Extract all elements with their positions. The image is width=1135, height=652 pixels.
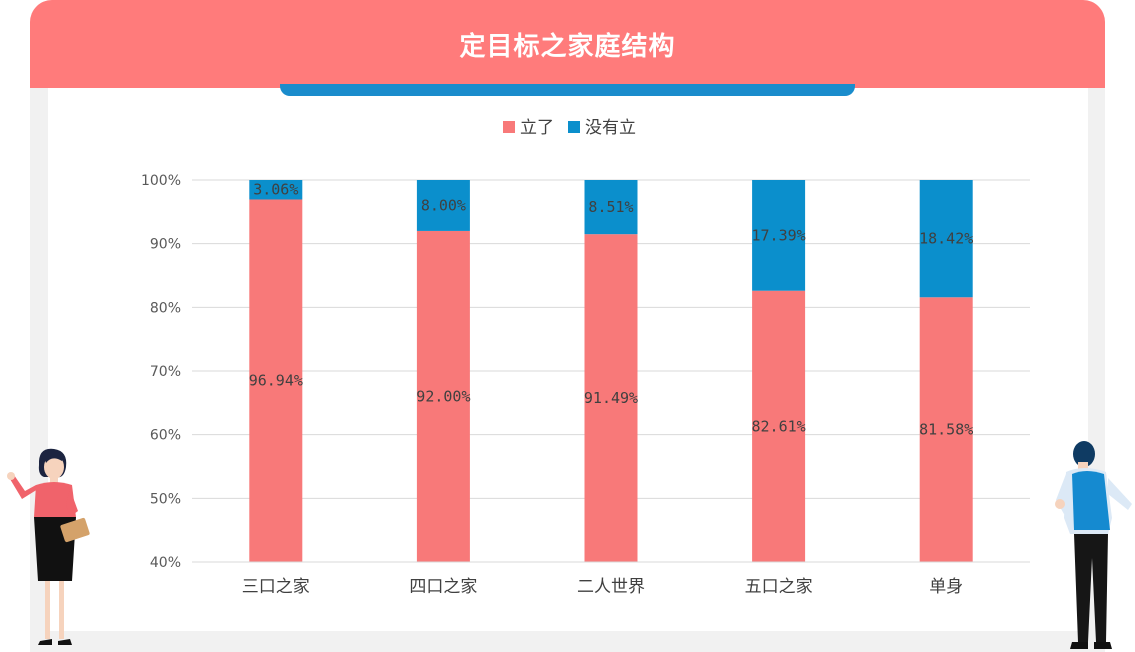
legend-swatch: [568, 121, 580, 133]
woman-illustration: [7, 448, 90, 645]
header-accent-bar: [280, 84, 855, 96]
hair-shape: [1073, 441, 1095, 467]
page-title: 定目标之家庭结构: [459, 32, 676, 62]
data-label: 81.58%: [919, 421, 973, 439]
data-label: 8.51%: [588, 198, 633, 216]
bar-not-set: [584, 180, 638, 235]
bar-set: [919, 297, 973, 562]
bar-set: [249, 199, 303, 562]
folder-icon: [60, 517, 90, 543]
legend-entry: 立了: [520, 118, 554, 138]
man-illustration: [1055, 441, 1132, 649]
x-tick-label: 五口之家: [745, 577, 813, 597]
bar-set: [752, 290, 806, 562]
trousers-shape: [1074, 534, 1108, 642]
legend-swatch: [503, 121, 515, 133]
raised-arm: [10, 475, 38, 499]
blouse-shape: [34, 482, 76, 517]
header-banner: [30, 0, 1105, 88]
x-tick-label: 三口之家: [242, 577, 310, 597]
bar-set: [416, 230, 470, 562]
data-label: 92.00%: [416, 387, 470, 405]
data-label: 8.00%: [421, 196, 466, 214]
vest-shape: [1072, 471, 1110, 530]
y-tick-label: 90%: [150, 237, 181, 253]
bar-not-set: [919, 180, 973, 298]
data-label: 17.39%: [752, 226, 806, 244]
y-tick-label: 100%: [141, 173, 181, 189]
x-tick-label: 单身: [929, 577, 963, 597]
content-panel: [48, 88, 1088, 631]
data-label: 3.06%: [253, 181, 298, 199]
bar-not-set: [416, 180, 470, 231]
face-shape: [44, 455, 64, 479]
legend-entry: 没有立: [585, 118, 636, 138]
y-tick-label: 80%: [150, 300, 181, 316]
data-label: 82.61%: [752, 417, 806, 435]
x-tick-label: 二人世界: [577, 577, 645, 597]
y-tick-label: 70%: [150, 364, 181, 380]
y-tick-label: 60%: [150, 428, 181, 444]
bar-not-set: [752, 180, 806, 291]
bar-set: [584, 234, 638, 562]
x-tick-label: 四口之家: [409, 577, 477, 597]
y-tick-label: 50%: [150, 491, 181, 507]
bar-not-set: [249, 180, 303, 200]
data-label: 18.42%: [919, 230, 973, 248]
data-label: 91.49%: [584, 389, 638, 407]
data-label: 96.94%: [249, 372, 303, 390]
y-tick-label: 40%: [150, 555, 181, 571]
